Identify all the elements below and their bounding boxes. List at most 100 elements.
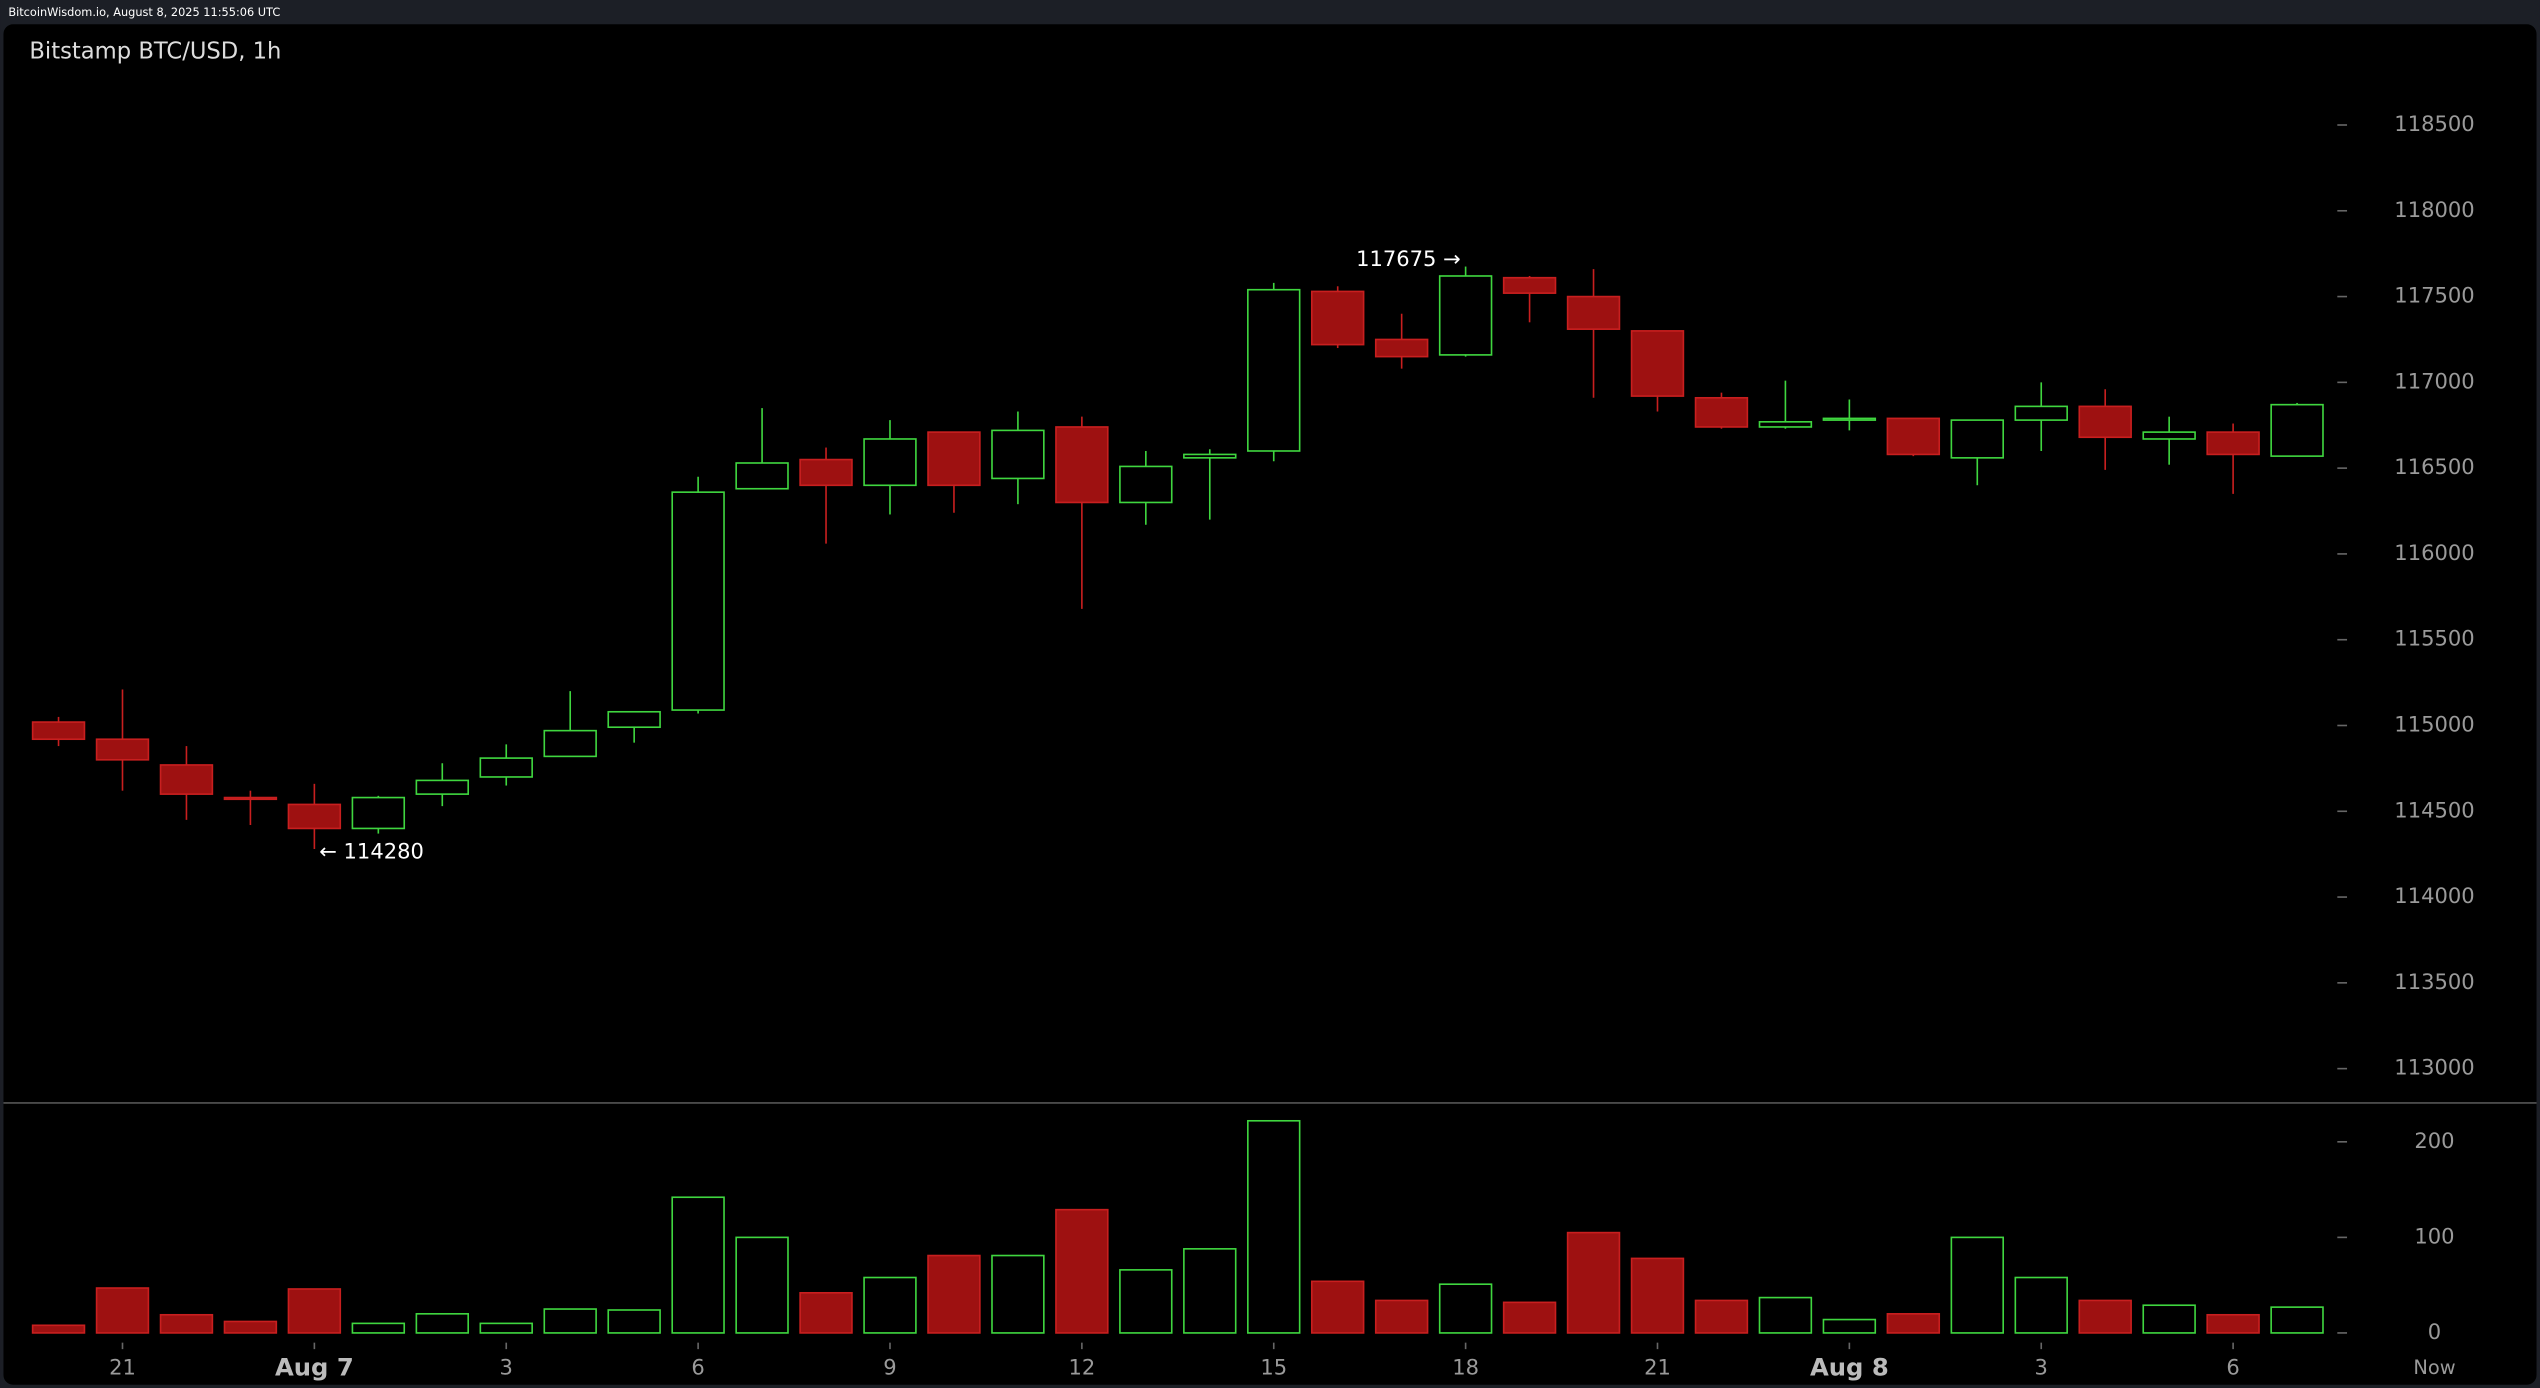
candle-body: [671, 491, 725, 711]
candle-body: [95, 738, 150, 761]
candle-body: [1055, 426, 1109, 504]
candle-body: [1758, 421, 1813, 428]
volume-bar: [2206, 1313, 2260, 1334]
candle-body: [1119, 465, 1173, 504]
candle-body: [2206, 431, 2260, 456]
y-tick-label: 114500: [2394, 797, 2474, 822]
volume-bar: [1566, 1231, 1621, 1334]
volume-bar: [1119, 1269, 1173, 1334]
candle-body: [479, 757, 533, 778]
x-tick-label: Aug 8: [1810, 1353, 1889, 1382]
candle-body: [1310, 290, 1365, 346]
candle-body: [735, 462, 789, 490]
candle-body: [159, 764, 214, 795]
candle-body: [2142, 431, 2196, 440]
volume-bar: [863, 1276, 917, 1334]
y-tick-label: 115000: [2394, 711, 2474, 736]
chart-title: Bitstamp BTC/USD, 1h: [29, 38, 281, 64]
candle-body: [351, 796, 406, 830]
y-tick-label: 116000: [2394, 540, 2474, 565]
volume-bar: [31, 1324, 86, 1334]
x-tick-label: 12: [1068, 1355, 1095, 1380]
volume-bar: [223, 1320, 278, 1334]
candle-body: [2270, 403, 2324, 457]
volume-bar: [479, 1322, 533, 1334]
candle-body: [1886, 417, 1941, 456]
x-tick-label: 3: [500, 1355, 513, 1380]
now-label: Now: [2413, 1356, 2455, 1379]
volume-bar: [1055, 1208, 1109, 1334]
y-tick-label: 114000: [2394, 883, 2474, 908]
candle-body: [287, 803, 342, 830]
volume-bar: [1758, 1296, 1813, 1334]
y-tick-label: 200: [2414, 1128, 2454, 1153]
volume-bar: [671, 1196, 725, 1334]
x-tick-label: Aug 7: [275, 1353, 354, 1382]
y-tick-label: 115500: [2394, 626, 2474, 651]
volume-bar: [1247, 1119, 1301, 1334]
volume-bar: [1502, 1301, 1557, 1334]
volume-bar: [159, 1313, 214, 1334]
candle-body: [927, 431, 981, 487]
y-tick-label: 118000: [2394, 197, 2474, 222]
x-tick-label: 3: [2035, 1355, 2048, 1380]
volume-bar: [799, 1291, 853, 1334]
price-annotation: ← 114280: [319, 838, 424, 863]
volume-bar: [1183, 1248, 1237, 1334]
header-text: BitcoinWisdom.io, August 8, 2025 11:55:0…: [8, 5, 280, 19]
x-tick-label: 6: [691, 1355, 704, 1380]
y-tick-label: 118500: [2394, 111, 2474, 136]
volume-bar: [415, 1313, 470, 1334]
candle-body: [1502, 276, 1557, 294]
candle-body: [1438, 275, 1493, 356]
y-tick-label: 117000: [2394, 368, 2474, 393]
volume-bar: [1886, 1313, 1941, 1334]
candle-body: [223, 796, 278, 801]
price-annotation: 117675 →: [1356, 246, 1461, 271]
candle-body: [799, 458, 853, 487]
volume-bar: [1310, 1280, 1365, 1334]
chart-panel: [3, 24, 2537, 1385]
x-tick-label: 6: [2226, 1355, 2239, 1380]
y-tick-label: 113000: [2394, 1055, 2474, 1080]
x-tick-label: 15: [1260, 1355, 1287, 1380]
candle-body: [543, 729, 597, 758]
candle-body: [1183, 453, 1237, 459]
candle-body: [415, 779, 470, 795]
volume-bar: [1694, 1299, 1749, 1334]
candle-body: [1247, 288, 1301, 452]
candle-body: [31, 721, 86, 741]
volume-bar: [1950, 1236, 2005, 1334]
candle-body: [863, 438, 917, 487]
volume-bar: [2078, 1299, 2132, 1334]
volume-bar: [1822, 1318, 1877, 1334]
volume-bar: [287, 1288, 342, 1334]
x-tick-label: 9: [883, 1355, 896, 1380]
x-tick-label: 18: [1452, 1355, 1479, 1380]
volume-bar: [2014, 1276, 2068, 1334]
volume-bar: [95, 1287, 150, 1334]
candle-body: [1566, 295, 1621, 330]
y-tick-label: 117500: [2394, 283, 2474, 308]
candle-body: [1374, 338, 1429, 358]
volume-bar: [2270, 1306, 2324, 1334]
volume-bar: [1630, 1257, 1685, 1334]
volume-bar: [1438, 1283, 1493, 1334]
y-tick-label: 113500: [2394, 969, 2474, 994]
y-tick-label: 116500: [2394, 454, 2474, 479]
volume-bar: [991, 1254, 1045, 1334]
candle-body: [1950, 419, 2005, 459]
volume-bar: [543, 1308, 597, 1334]
volume-bar: [351, 1322, 406, 1334]
candle-body: [1694, 396, 1749, 428]
volume-bar: [1374, 1299, 1429, 1334]
x-tick-label: 21: [1644, 1355, 1671, 1380]
candle-body: [2078, 405, 2132, 439]
candle-body: [2014, 405, 2068, 421]
candle-body: [1822, 417, 1877, 421]
candle-body: [607, 710, 661, 729]
volume-bar: [607, 1309, 661, 1334]
y-tick-label: 100: [2414, 1223, 2454, 1248]
volume-bar: [735, 1236, 789, 1334]
